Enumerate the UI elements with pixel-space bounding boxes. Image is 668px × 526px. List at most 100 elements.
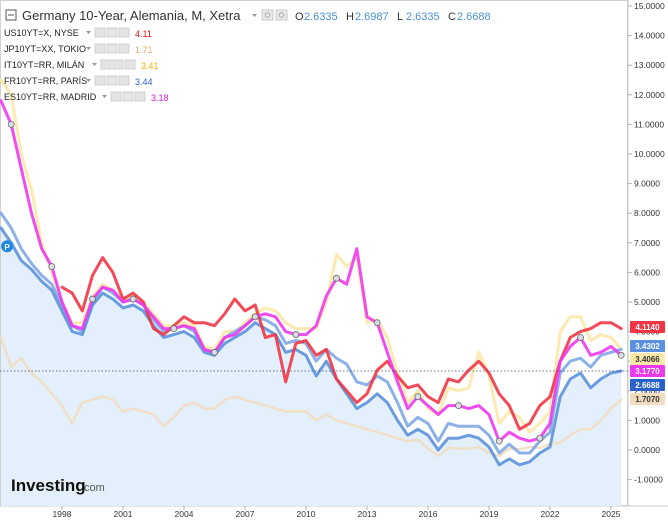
- price-badge-value: 1.7070: [635, 395, 660, 404]
- data-point: [170, 325, 178, 333]
- watermark-domain: .com: [81, 482, 105, 494]
- x-tick-label: 2001: [114, 509, 133, 519]
- legend-value: 3.18: [151, 93, 169, 103]
- remove-icon[interactable]: [118, 43, 130, 54]
- visibility-icon[interactable]: [112, 59, 124, 70]
- legend-item[interactable]: FR10YT=RR, PARÍS 3.44: [4, 75, 153, 87]
- data-point: [89, 295, 96, 303]
- legend-value: 4.11: [135, 29, 152, 39]
- price-badge-bg: [630, 393, 665, 405]
- settings-icon[interactable]: [94, 43, 106, 54]
- collapse-icon[interactable]: [5, 9, 17, 21]
- visibility-icon[interactable]: [275, 9, 288, 21]
- settings-icon[interactable]: [261, 9, 274, 21]
- x-tick-label: 2016: [419, 509, 438, 519]
- data-point: [577, 334, 584, 341]
- price-badge-value: 3.4302: [635, 342, 660, 351]
- marker-label: P: [4, 243, 10, 252]
- settings-icon[interactable]: [94, 75, 106, 86]
- remove-icon[interactable]: [118, 27, 130, 38]
- legend-dropdown-icon[interactable]: [86, 47, 91, 50]
- legend-dropdown-icon[interactable]: [102, 95, 107, 98]
- ohlc-label: H: [346, 11, 354, 23]
- x-tick-label: 2010: [297, 509, 316, 519]
- series-line: [0, 226, 623, 467]
- settings-icon[interactable]: [100, 59, 112, 70]
- price-badge-value: 3.4066: [635, 355, 660, 364]
- y-tick-label: 11.0000: [634, 119, 664, 129]
- legend-name: FR10YT=RR, PARÍS: [4, 76, 87, 86]
- x-tick-label: 2007: [236, 509, 255, 519]
- icon-glyph: [264, 12, 271, 18]
- legend-name: IT10YT=RR, MILÁN: [4, 60, 84, 70]
- dropdown-icon[interactable]: [252, 14, 257, 17]
- ohlc-readout: O 2.6335 H 2.6987 L 2.6335 C 2.6688: [252, 9, 491, 23]
- legend-name: JP10YT=XX, TOKIO: [4, 44, 86, 54]
- price-badge-bg: [630, 365, 665, 377]
- y-tick-label: 12.0000: [634, 90, 665, 100]
- y-tick-label: 7.0000: [634, 238, 660, 248]
- ohlc-label: L: [397, 11, 403, 23]
- watermark: Investing .com: [11, 476, 105, 495]
- y-tick-label: 14.0000: [634, 31, 665, 41]
- price-badge: 4.1140: [630, 321, 665, 333]
- series-line: [60, 256, 623, 431]
- legend-item[interactable]: JP10YT=XX, TOKIO 1.71: [4, 43, 153, 55]
- visibility-icon[interactable]: [106, 27, 118, 38]
- y-tick-label: 1.0000: [634, 415, 660, 425]
- y-tick-label: 6.0000: [634, 267, 660, 277]
- remove-icon[interactable]: [134, 91, 146, 102]
- ohlc-value: 2.6688: [457, 11, 491, 23]
- data-point: [617, 351, 625, 359]
- ohlc-value: 2.6987: [355, 11, 389, 23]
- data-point: [414, 393, 422, 401]
- legend-name: US10YT=X, NYSE: [4, 28, 79, 38]
- data-point: [48, 263, 56, 270]
- legend-item[interactable]: IT10YT=RR, MILÁN 3.41: [4, 59, 159, 71]
- series-line: [0, 336, 623, 458]
- data-point: [211, 348, 218, 356]
- legend-dropdown-icon[interactable]: [86, 79, 91, 82]
- data-point: [536, 434, 544, 442]
- visibility-icon[interactable]: [106, 75, 118, 86]
- legend-name: ES10YT=RR, MADRID: [4, 92, 97, 102]
- price-badge: 1.7070: [630, 393, 665, 405]
- x-tick-label: 2013: [358, 509, 377, 519]
- data-point: [292, 331, 300, 338]
- ohlc-value: 2.6335: [406, 11, 440, 23]
- settings-icon[interactable]: [110, 91, 122, 102]
- price-badge-bg: [630, 379, 665, 391]
- visibility-icon[interactable]: [106, 43, 118, 54]
- price-badge-value: 2.6688: [635, 381, 660, 390]
- ohlc-label: O: [295, 11, 304, 23]
- data-point: [7, 121, 15, 128]
- price-badge-value: 4.1140: [635, 323, 660, 332]
- price-badge: 2.6688: [630, 379, 665, 391]
- data-point: [333, 274, 340, 282]
- data-point: [251, 313, 259, 321]
- legend-dropdown-icon[interactable]: [92, 63, 97, 66]
- remove-icon[interactable]: [118, 75, 130, 86]
- visibility-icon[interactable]: [122, 91, 134, 102]
- data-point: [455, 402, 462, 410]
- watermark-brand: Investing: [11, 476, 86, 495]
- x-tick-label: 2019: [480, 509, 499, 519]
- data-point: [373, 319, 381, 327]
- legend-value: 3.44: [135, 77, 153, 87]
- price-badge-bg: [630, 321, 665, 333]
- legend-dropdown-icon[interactable]: [86, 31, 91, 34]
- series-line: [0, 99, 623, 443]
- price-badge-bg: [630, 353, 665, 365]
- overlay-layer: P 4.1140 3.4302 3.4066 3.1770 2.6688 1.7070: [0, 240, 665, 405]
- settings-icon[interactable]: [94, 27, 106, 38]
- y-tick-label: 10.0000: [634, 149, 665, 159]
- y-tick-label: 8.0000: [634, 208, 660, 218]
- remove-icon[interactable]: [124, 59, 136, 70]
- y-tick-label: 5.0000: [634, 297, 660, 307]
- y-tick-label: 9.0000: [634, 179, 660, 189]
- legend-item[interactable]: ES10YT=RR, MADRID 3.18: [4, 91, 169, 103]
- data-point: [129, 295, 137, 303]
- legend-item[interactable]: US10YT=X, NYSE 4.11: [4, 27, 152, 39]
- data-point: [495, 437, 503, 445]
- marker-p-badge[interactable]: P: [1, 240, 14, 253]
